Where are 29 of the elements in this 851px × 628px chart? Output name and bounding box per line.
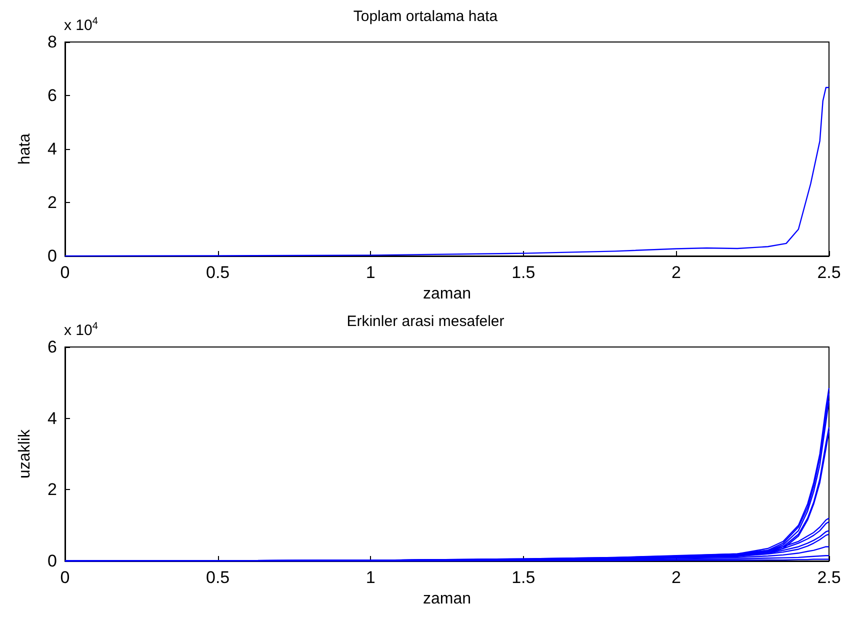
y-tick-label: 6: [48, 338, 57, 356]
chart-title: Toplam ortalama hata: [353, 8, 498, 25]
x-tick-label: 0: [60, 568, 70, 587]
x-tick-label: 1: [366, 568, 376, 587]
y-tick-label: 4: [48, 408, 57, 428]
text: x 10$^{4}$: [64, 16, 98, 34]
y-axis-title: hata: [16, 133, 34, 165]
x-tick-label: 0.5: [206, 263, 230, 282]
chart-title: Erkinler arasi mesafeler: [346, 313, 504, 330]
y-tick-label: 8: [48, 32, 57, 52]
y-tick-label: 4: [48, 140, 57, 158]
x-axis-title: zaman: [422, 285, 472, 302]
x-tick-label: 0.5: [206, 568, 230, 587]
x-tick-label: 2: [671, 263, 681, 282]
x-tick-label: 0: [60, 263, 70, 282]
x-tick-label: 1: [366, 263, 376, 282]
x-tick-label: 2: [671, 568, 681, 587]
y-tick-label: 2: [48, 480, 57, 500]
x-tick-label: 1.5: [512, 568, 536, 587]
y-tick-label: 2: [48, 193, 57, 212]
text: x 10$^{4}$: [64, 321, 98, 339]
x-tick-label: 2.5: [817, 263, 841, 282]
x-tick-label: 1.5: [512, 263, 536, 282]
x-tick-label: 2.5: [817, 568, 841, 587]
y-tick-label: 0: [48, 246, 57, 266]
y-tick-label: 6: [48, 86, 57, 105]
x-axis-title: zaman: [422, 590, 472, 608]
y-axis-title: uzaklik: [16, 428, 34, 478]
y-tick-label: 0: [48, 552, 57, 570]
